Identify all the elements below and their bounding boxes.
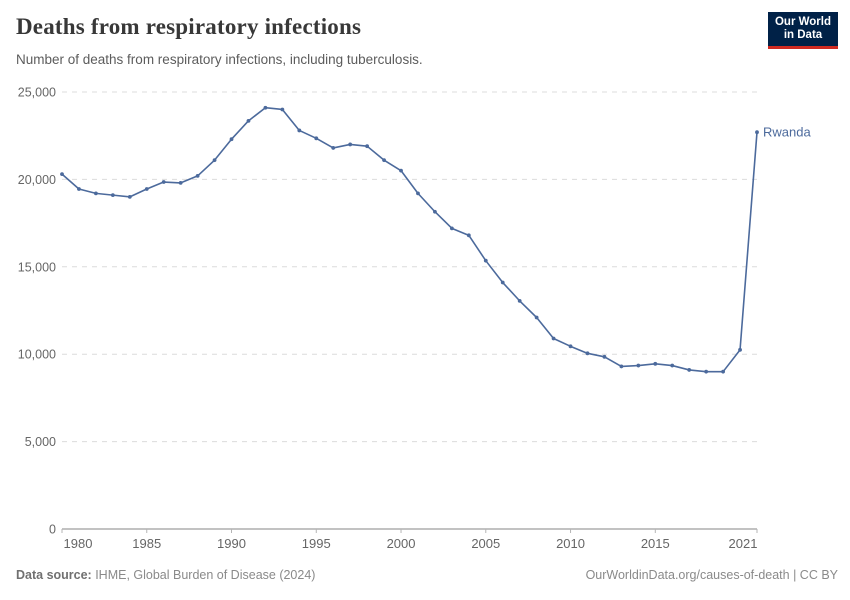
data-point: [483, 258, 488, 263]
data-point: [229, 137, 234, 142]
x-axis-tick-label: 1995: [302, 536, 331, 551]
data-point: [585, 351, 590, 356]
series-line-rwanda: [61, 106, 758, 373]
x-axis-tick-label: 1990: [217, 536, 246, 551]
data-source-label: Data source:: [16, 568, 92, 582]
data-source-note: Data source: IHME, Global Burden of Dise…: [16, 568, 315, 582]
data-point: [110, 193, 115, 198]
data-point: [382, 158, 386, 163]
data-point: [161, 180, 166, 184]
data-point: [331, 146, 336, 150]
data-point: [178, 180, 183, 185]
data-point: [534, 315, 539, 320]
data-point: [619, 364, 624, 369]
data-point: [246, 118, 251, 123]
data-point: [500, 280, 505, 285]
y-axis-tick-label: 5,000: [25, 435, 56, 449]
data-point: [653, 361, 658, 366]
data-point: [365, 144, 370, 149]
data-point: [195, 174, 200, 178]
data-point: [602, 354, 607, 359]
y-axis-tick-label: 10,000: [18, 348, 56, 362]
y-axis-tick-label: 25,000: [18, 86, 56, 100]
owid-logo-line2: in Data: [783, 29, 823, 41]
data-point: [212, 158, 217, 163]
x-axis-tick-label: 1980: [64, 536, 93, 551]
data-point: [517, 298, 522, 303]
data-point: [755, 130, 759, 135]
data-point: [77, 187, 81, 191]
data-point: [60, 172, 64, 177]
data-point: [670, 363, 675, 368]
y-axis-tick-label: 0: [49, 523, 56, 537]
data-point: [416, 191, 420, 196]
data-point: [687, 368, 692, 372]
data-point: [738, 347, 742, 352]
data-point: [551, 336, 556, 341]
data-point: [348, 142, 353, 147]
x-axis-tick-label: 2005: [471, 536, 500, 551]
data-point: [433, 209, 437, 214]
data-point: [399, 168, 403, 173]
data-point: [297, 128, 302, 133]
data-point: [721, 369, 725, 374]
x-axis-tick-label: 2021: [729, 536, 758, 551]
credit-link[interactable]: OurWorldinData.org/causes-of-death | CC …: [585, 568, 838, 582]
series-label-rwanda: Rwanda: [763, 125, 811, 140]
y-axis-tick-label: 20,000: [18, 173, 56, 187]
data-point: [466, 233, 471, 238]
chart-subtitle: Number of deaths from respiratory infect…: [16, 52, 423, 67]
x-axis-tick-label: 2010: [556, 536, 585, 551]
data-point: [568, 344, 573, 349]
data-point: [636, 363, 641, 368]
data-point: [280, 107, 285, 112]
data-point: [314, 136, 319, 141]
owid-logo-line1: Our World: [774, 16, 831, 28]
x-axis-tick-label: 2000: [387, 536, 416, 551]
y-axis-tick-label: 15,000: [18, 260, 56, 274]
owid-logo: Our World in Data: [768, 12, 838, 49]
x-axis-tick-label: 2015: [641, 536, 670, 551]
data-point: [449, 226, 454, 231]
data-point: [704, 369, 709, 374]
data-point: [144, 187, 149, 191]
data-point: [127, 194, 132, 199]
data-point: [263, 105, 268, 110]
x-axis-tick-label: 1985: [132, 536, 161, 551]
page-title: Deaths from respiratory infections: [16, 14, 362, 39]
data-point: [94, 191, 98, 196]
data-source-text: IHME, Global Burden of Disease (2024): [91, 568, 316, 582]
